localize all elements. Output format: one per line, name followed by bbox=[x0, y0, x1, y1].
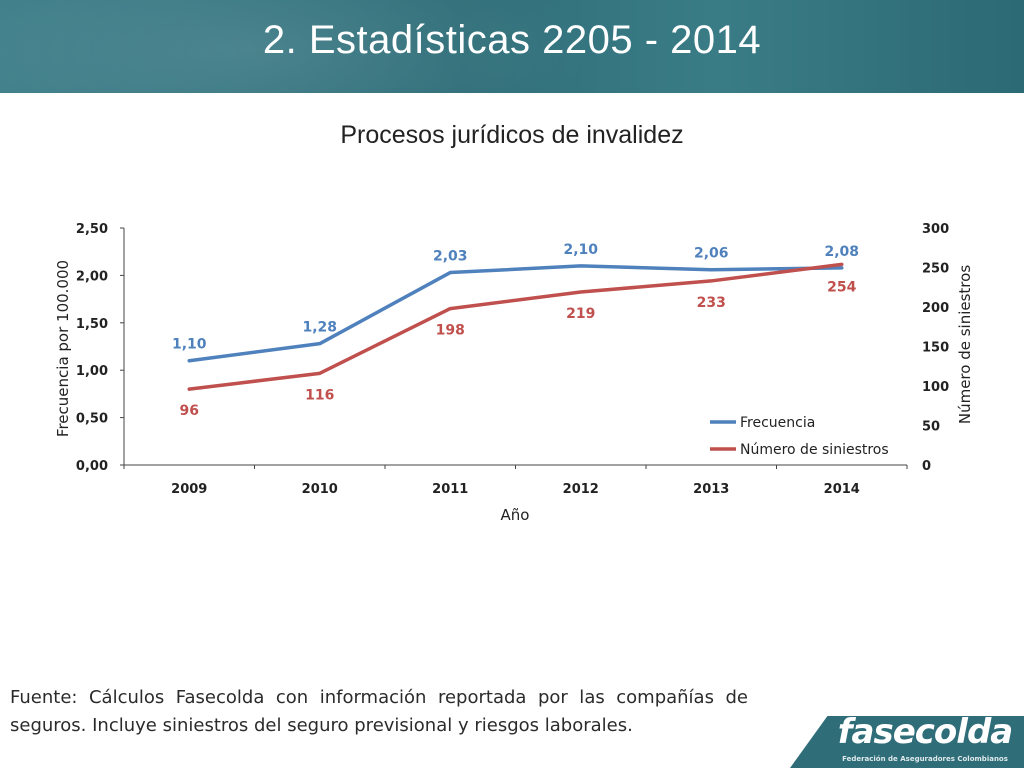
x-tick-label: 2014 bbox=[824, 482, 860, 497]
y-left-tick-label: 1,50 bbox=[76, 317, 108, 332]
y-axis-left-label: Frecuencia por 100.000 bbox=[54, 260, 72, 437]
data-label-frecuencia: 2,03 bbox=[433, 249, 468, 265]
data-label-siniestros: 96 bbox=[180, 403, 199, 419]
slide-title: 2. Estadísticas 2205 - 2014 bbox=[262, 18, 762, 62]
y-left-tick-label: 0,00 bbox=[76, 459, 108, 474]
logo-band bbox=[790, 716, 1024, 768]
x-tick-label: 2012 bbox=[563, 482, 599, 497]
data-label-siniestros: 219 bbox=[566, 306, 595, 322]
fasecolda-logo: fasecolda bbox=[837, 712, 1013, 752]
y-right-tick-label: 0 bbox=[922, 459, 931, 474]
x-axis-label: Año bbox=[501, 506, 530, 524]
slide-header: 2. Estadísticas 2205 - 2014 bbox=[0, 0, 1024, 93]
y-right-tick-label: 250 bbox=[922, 262, 949, 277]
data-label-siniestros: 116 bbox=[305, 387, 334, 403]
line-chart: Procesos jurídicos de invalidez 0,00 0,50 1… bbox=[54, 121, 974, 524]
source-note: Fuente: Cálculos Fasecolda con informaci… bbox=[10, 687, 748, 736]
y-right-tick-label: 100 bbox=[922, 380, 949, 395]
y-axis-right-label: Número de siniestros bbox=[956, 265, 974, 424]
y-right-tick-label: 50 bbox=[922, 420, 940, 435]
data-label-frecuencia: 1,28 bbox=[302, 320, 337, 336]
data-label-frecuencia: 1,10 bbox=[172, 337, 207, 353]
chart-title: Procesos jurídicos de invalidez bbox=[340, 121, 683, 149]
x-tick-label: 2011 bbox=[432, 482, 468, 497]
y-left-tick-label: 2,50 bbox=[76, 222, 108, 237]
x-tick-label: 2010 bbox=[302, 482, 338, 497]
y-right-tick-label: 150 bbox=[922, 341, 949, 356]
data-label-siniestros: 198 bbox=[436, 323, 465, 339]
series-line-frecuencia bbox=[187, 264, 844, 363]
data-label-frecuencia: 2,08 bbox=[824, 244, 859, 260]
y-left-tick-label: 1,00 bbox=[76, 364, 108, 379]
data-label-siniestros: 254 bbox=[827, 279, 856, 295]
data-label-frecuencia: 2,06 bbox=[694, 246, 729, 262]
y-left-tick-label: 2,00 bbox=[76, 269, 108, 284]
legend-label-siniestros: Número de siniestros bbox=[740, 442, 889, 458]
legend-label-frecuencia: Frecuencia bbox=[740, 415, 815, 431]
fasecolda-logo-subtitle: Federación de Aseguradores Colombianos bbox=[842, 755, 1008, 763]
data-label-frecuencia: 2,10 bbox=[563, 242, 598, 258]
y-left-tick-label: 0,50 bbox=[76, 412, 108, 427]
x-tick-label: 2013 bbox=[693, 482, 729, 497]
y-right-tick-label: 300 bbox=[922, 222, 949, 237]
series-line-numero-de-siniestros bbox=[187, 262, 844, 391]
y-right-tick-label: 200 bbox=[922, 301, 949, 316]
data-label-siniestros: 233 bbox=[697, 295, 726, 311]
x-tick-label: 2009 bbox=[171, 482, 207, 497]
